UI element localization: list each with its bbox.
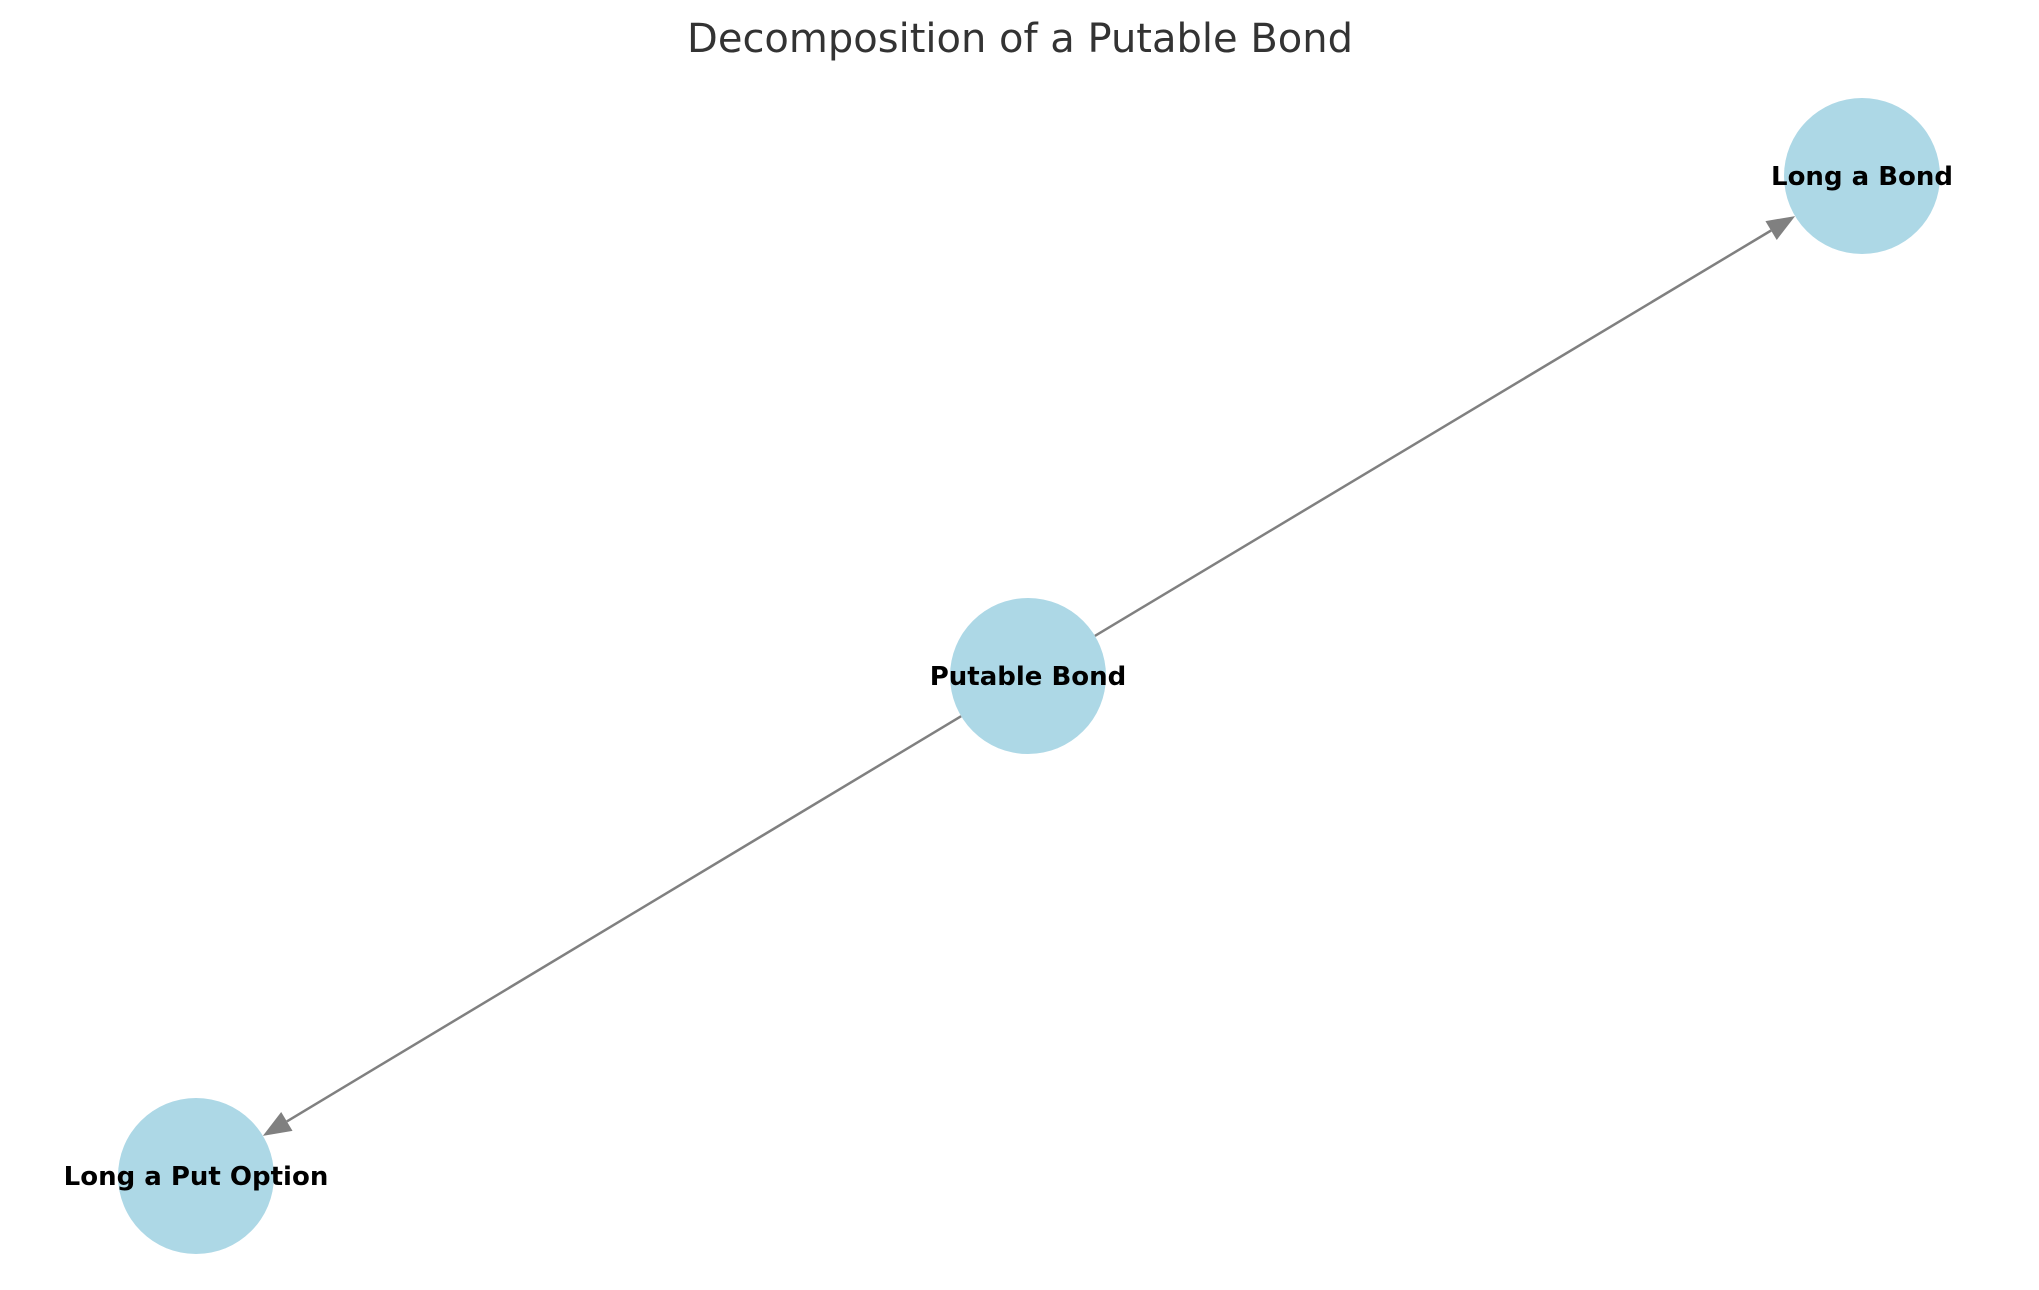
- edge-putable-to-bond: [1094, 229, 1772, 637]
- node-putable-bond-label: Putable Bond: [930, 662, 1127, 692]
- nodes-layer: Putable Bond Long a Bond Long a Put Opti…: [64, 98, 1953, 1254]
- node-putable-bond-circle: [950, 598, 1106, 754]
- node-long-a-bond-circle: [1784, 98, 1940, 254]
- node-long-a-bond[interactable]: Long a Bond: [1771, 98, 1953, 254]
- node-long-a-put-option-label: Long a Put Option: [64, 1162, 329, 1192]
- edge-putable-to-bond-arrowhead: [1765, 216, 1796, 240]
- edges-layer: [262, 216, 1796, 1136]
- node-long-a-bond-label: Long a Bond: [1771, 162, 1953, 192]
- node-long-a-put-option[interactable]: Long a Put Option: [64, 1098, 329, 1254]
- node-putable-bond[interactable]: Putable Bond: [930, 598, 1127, 754]
- edge-putable-to-put: [286, 715, 962, 1123]
- diagram-title: Decomposition of a Putable Bond: [687, 16, 1353, 62]
- node-long-a-put-option-circle: [118, 1098, 274, 1254]
- edge-putable-to-put-arrowhead: [262, 1111, 293, 1136]
